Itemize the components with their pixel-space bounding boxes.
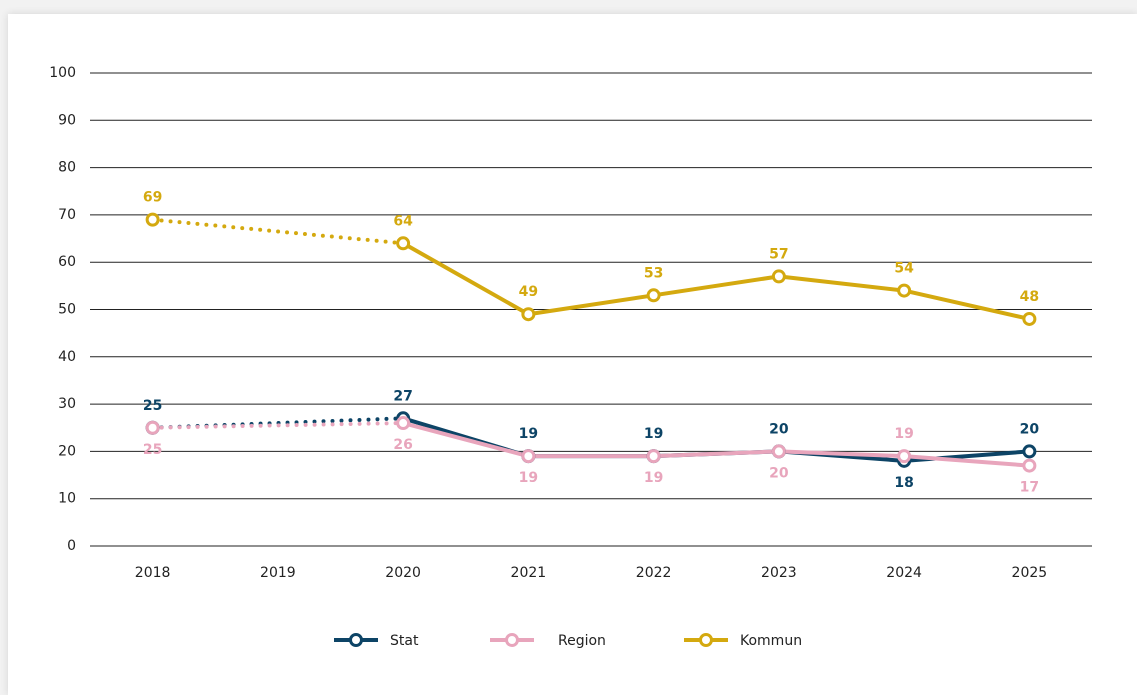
x-tick-label: 2021 [511,565,547,581]
point [897,283,912,298]
point [646,449,661,464]
data-label: 57 [769,246,788,262]
data-label: 25 [143,398,162,414]
y-tick-label: 80 [58,160,76,176]
point [1022,458,1037,473]
legend-marker [349,633,363,647]
point [521,307,536,322]
data-label: 53 [644,265,663,281]
data-label: 69 [143,190,162,206]
y-tick-label: 50 [58,302,76,318]
point [771,444,786,459]
point [897,449,912,464]
x-tick-label: 2020 [385,565,421,581]
data-label: 64 [393,213,413,229]
data-label: 27 [393,388,412,404]
data-label: 26 [393,437,412,453]
data-label: 20 [1020,421,1040,437]
point [1022,311,1037,326]
point [771,269,786,284]
legend-marker [699,633,713,647]
point [396,416,411,431]
x-tick-label: 2025 [1012,565,1048,581]
point [646,288,661,303]
x-tick-label: 2019 [260,565,296,581]
point [145,212,160,227]
y-tick-label: 20 [58,443,76,459]
legend-label: Kommun [740,633,802,649]
data-label: 54 [894,261,914,277]
data-label: 20 [769,421,789,437]
data-label: 19 [519,426,538,442]
series-line [402,241,1030,321]
data-label: 19 [644,470,663,486]
gap-line [150,421,406,430]
y-tick-label: 90 [58,112,76,128]
data-label: 17 [1020,480,1039,496]
point [145,420,160,435]
y-tick-label: 10 [58,491,76,507]
x-tick-label: 2018 [135,565,171,581]
x-tick-label: 2023 [761,565,797,581]
y-tick-label: 70 [58,207,76,223]
series-line [402,421,1030,468]
point [396,236,411,251]
data-label: 18 [894,475,913,491]
data-label: 19 [894,426,913,442]
data-label: 20 [769,465,789,481]
data-label: 49 [519,284,538,300]
legend-marker [505,633,519,647]
y-tick-label: 40 [58,349,76,365]
data-label: 19 [644,426,663,442]
x-tick-label: 2022 [636,565,672,581]
y-tick-label: 60 [58,254,76,270]
data-label: 19 [519,470,538,486]
data-label: 48 [1020,289,1039,305]
y-tick-label: 0 [67,538,76,554]
gap-line [150,217,406,246]
data-label: 25 [143,442,162,458]
legend-label: Stat [390,633,419,649]
legend-label: Region [558,633,606,649]
y-tick-label: 100 [49,65,76,81]
y-tick-label: 30 [58,396,76,412]
point [1022,444,1037,459]
card [8,14,1137,695]
gap-line [150,416,406,430]
x-tick-label: 2024 [886,565,922,581]
point [521,449,536,464]
